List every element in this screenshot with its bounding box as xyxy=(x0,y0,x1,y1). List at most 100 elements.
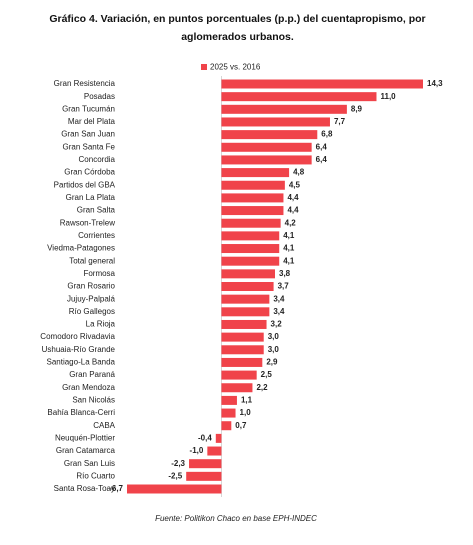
data-label: 3,0 xyxy=(268,345,280,354)
data-label: 4,1 xyxy=(283,231,295,240)
data-label: 1,1 xyxy=(241,396,253,405)
data-label: 8,9 xyxy=(351,104,363,113)
y-tick-label: Santa Rosa-Toay xyxy=(54,484,115,493)
data-label: 2,9 xyxy=(266,358,278,367)
bar xyxy=(221,206,284,216)
data-label: -6,7 xyxy=(109,484,123,493)
y-tick-label: Gran Rosario xyxy=(67,282,115,291)
bar xyxy=(221,142,312,152)
y-tick-label: Gran San Luis xyxy=(64,459,115,468)
y-tick-label: Gran Santa Fe xyxy=(63,142,116,151)
legend-label: 2025 vs. 2016 xyxy=(210,63,261,72)
bar xyxy=(221,180,285,190)
y-tick-label: CABA xyxy=(93,421,115,430)
y-tick-label: Total general xyxy=(69,256,115,265)
data-label: 14,3 xyxy=(427,79,443,88)
data-label: 6,4 xyxy=(316,142,328,151)
bar xyxy=(221,155,312,165)
bar xyxy=(221,282,274,291)
bar xyxy=(221,332,264,342)
y-tick-label: Santiago-La Banda xyxy=(47,358,116,367)
bar xyxy=(221,104,347,114)
y-tick-label: Gran La Plata xyxy=(66,193,116,202)
bar xyxy=(221,79,423,89)
data-label: 0,7 xyxy=(235,421,247,430)
y-tick-label: Rawson-Trelew xyxy=(60,218,115,227)
y-tick-label: Neuquén-Plottier xyxy=(55,433,115,442)
bar xyxy=(221,117,330,127)
data-label: 6,8 xyxy=(321,130,333,139)
data-label: 4,4 xyxy=(287,206,299,215)
bar xyxy=(221,319,267,329)
y-tick-label: Comodoro Rivadavia xyxy=(40,332,115,341)
bar xyxy=(221,421,232,431)
chart-title: Gráfico 4. Variación, en puntos porcentu… xyxy=(49,13,426,43)
data-label: 2,2 xyxy=(256,383,268,392)
data-label: -2,3 xyxy=(171,459,185,468)
bar xyxy=(221,408,236,418)
bar xyxy=(189,459,222,469)
y-tick-label: Gran Salta xyxy=(77,206,116,215)
bar xyxy=(221,244,280,254)
bar xyxy=(186,471,222,481)
bar xyxy=(221,92,377,102)
data-label: 4,4 xyxy=(287,193,299,202)
y-tick-label: Gran Resistencia xyxy=(54,79,116,88)
data-label: 1,0 xyxy=(240,408,252,417)
y-tick-label: Gran Mendoza xyxy=(62,383,115,392)
data-label: 4,1 xyxy=(283,256,295,265)
y-tick-label: Partidos del GBA xyxy=(54,180,116,189)
bar xyxy=(221,269,275,279)
data-label: 2,5 xyxy=(261,370,273,379)
data-label: 3,7 xyxy=(278,282,290,291)
y-tick-label: Gran Paraná xyxy=(69,370,115,379)
y-tick-label: Jujuy-Palpalá xyxy=(67,294,116,303)
bar xyxy=(221,130,318,140)
data-label: -1,0 xyxy=(190,446,204,455)
bar xyxy=(221,256,280,266)
y-tick-label: Gran Tucumán xyxy=(62,104,115,113)
data-label: 4,1 xyxy=(283,244,295,253)
bar xyxy=(221,370,257,380)
y-tick-label: Formosa xyxy=(83,269,115,278)
y-tick-label: Corrientes xyxy=(78,231,115,240)
y-tick-label: San Nicolás xyxy=(72,396,115,405)
data-label: 3,2 xyxy=(271,320,283,329)
bar xyxy=(221,168,290,178)
data-label: 3,4 xyxy=(273,307,285,316)
y-tick-label: Río Gallegos xyxy=(69,307,115,316)
legend-swatch xyxy=(201,64,207,70)
bar xyxy=(221,193,284,203)
y-tick-label: Viedma-Patagones xyxy=(47,244,115,253)
bar xyxy=(221,395,237,405)
data-label: 4,8 xyxy=(293,168,305,177)
y-tick-label: Gran San Juan xyxy=(61,130,115,139)
y-tick-label: Gran Catamarca xyxy=(56,446,116,455)
data-label: -2,5 xyxy=(168,471,182,480)
y-tick-label: Concordia xyxy=(79,155,116,164)
bar xyxy=(221,231,280,241)
bar xyxy=(221,383,253,393)
data-label: 4,5 xyxy=(289,180,301,189)
bar xyxy=(221,357,263,367)
data-label: 3,0 xyxy=(268,332,280,341)
y-tick-label: Posadas xyxy=(84,92,115,101)
data-label: 4,2 xyxy=(285,218,297,227)
bar xyxy=(215,433,222,443)
bar xyxy=(221,218,281,228)
y-tick-label: Río Cuarto xyxy=(76,471,115,480)
bar xyxy=(221,294,270,304)
data-label: 3,8 xyxy=(279,269,291,278)
data-label: 3,4 xyxy=(273,294,285,303)
data-label: -0,4 xyxy=(198,433,212,442)
y-tick-label: Mar del Plata xyxy=(68,117,116,126)
data-label: 7,7 xyxy=(334,117,346,126)
bar xyxy=(127,484,222,494)
data-label: 6,4 xyxy=(316,155,328,164)
bar xyxy=(207,446,222,456)
y-tick-label: La Rioja xyxy=(86,320,116,329)
y-tick-label: Bahía Blanca-Cerri xyxy=(47,408,115,417)
y-tick-label: Ushuaia-Río Grande xyxy=(42,345,116,354)
